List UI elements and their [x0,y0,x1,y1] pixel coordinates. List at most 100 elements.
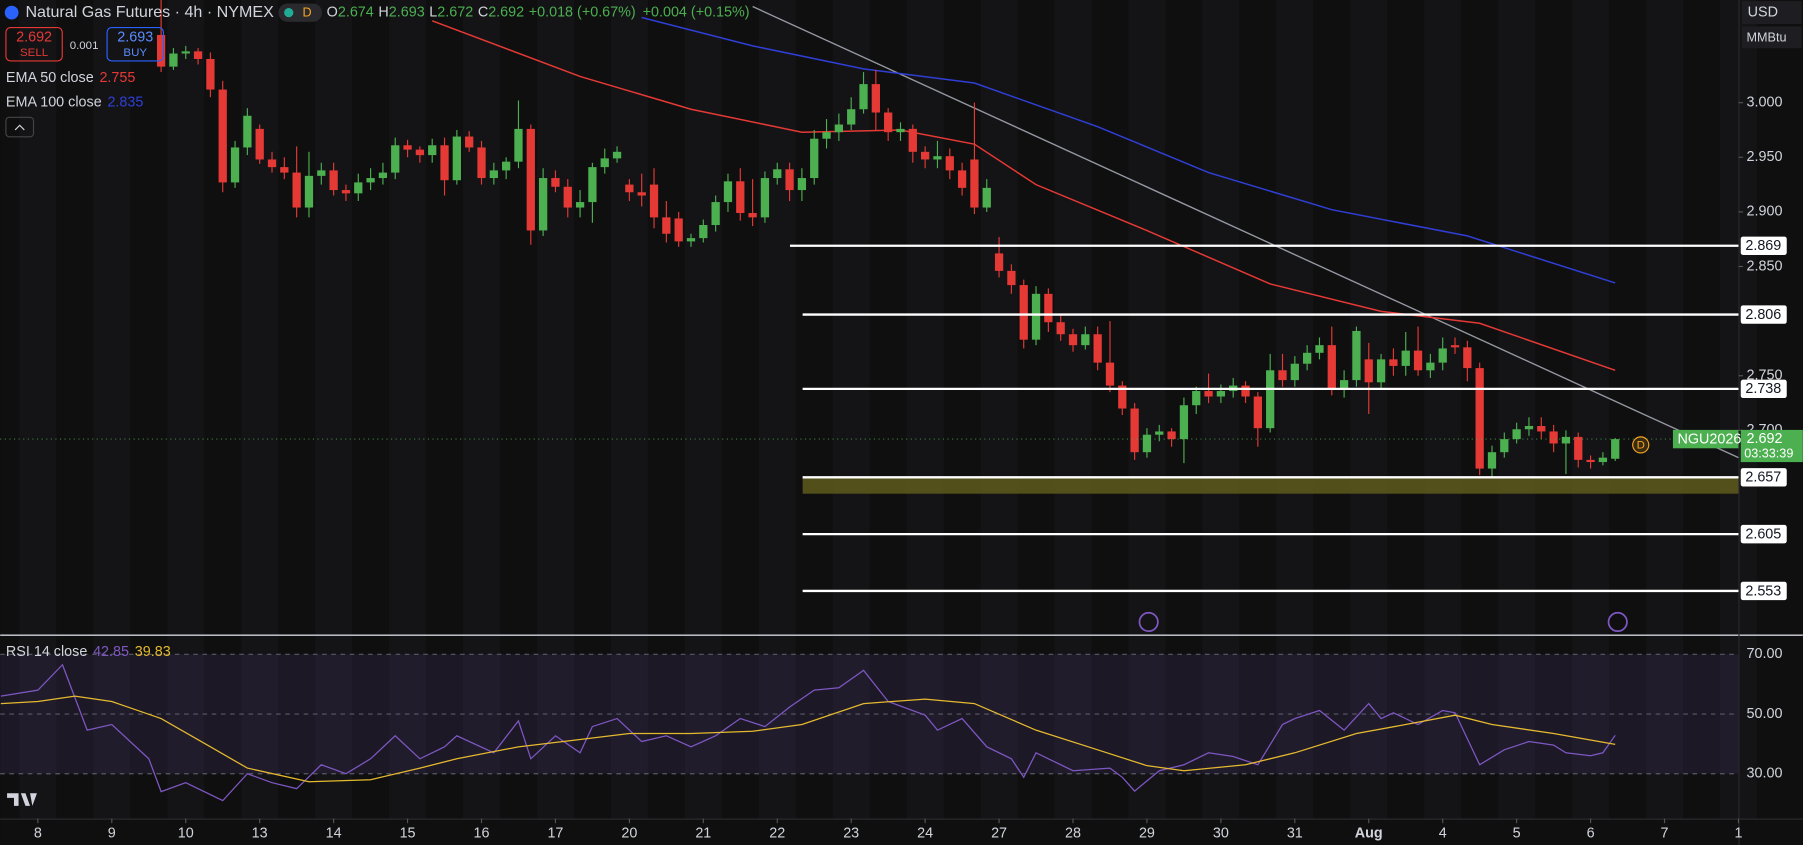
candle-body [1426,362,1435,371]
rsi-legend: RSI 14 close 42.85 39.83 [6,644,171,660]
candle-body [1586,459,1595,463]
sell-button[interactable] [5,27,63,62]
candle-body [773,169,782,179]
candle-body [1389,359,1398,366]
x-tick-label: 30 [1213,825,1229,841]
candle-body [797,178,807,191]
candle-body [193,51,203,59]
stripe [1276,0,1314,819]
rsi-value: 42.85 [93,644,129,660]
ohlc-change: +0.018 (+0.67%) [529,4,636,20]
candle-body [1019,285,1028,340]
candle-body [834,124,844,133]
x-tick-label: 24 [917,825,933,841]
candle-body [1130,408,1139,453]
candle-body [1463,347,1472,369]
ohlc-value: 2.674 [338,4,374,20]
x-tick-label: 13 [252,825,268,841]
candle-body [785,169,794,191]
candle-body [1241,385,1250,397]
rsi-tick-label: 70.00 [1747,646,1783,662]
candle-body [181,51,190,54]
candle-body [1105,362,1115,386]
candle-body [822,132,831,139]
x-tick-label: 8 [34,825,42,841]
candle-body [649,184,659,218]
candle-body [280,167,289,173]
line [431,20,1616,372]
candle-body [908,128,917,152]
candle-body [378,172,388,179]
candle-body [1574,436,1583,460]
candle-body [1549,431,1558,444]
ohlc-value: 2.693 [389,4,425,20]
event-icon [1138,611,1159,633]
stripe [1202,0,1240,819]
candle-body [218,89,227,183]
candle-body [156,34,166,67]
candle-body [674,218,683,242]
candle-body [1204,391,1213,397]
candle-body [1611,439,1620,459]
candle-body [1339,380,1349,389]
x-tick-label: 17 [547,825,563,841]
candle-body [748,212,757,218]
indicator-name: EMA 50 close [6,70,94,86]
support-zone [802,477,1739,494]
candle-body [267,159,277,168]
y-tick-label: 2.950 [1747,149,1783,165]
candle-body [169,53,178,67]
countdown-label: 03:33:39 [1744,446,1793,460]
symbol-icon [4,5,19,20]
candle-body [945,156,954,171]
candle-body [871,84,880,113]
candle-body [477,147,486,179]
candle-body [637,192,646,196]
candle-body [1118,385,1127,409]
ohlc-key: C [478,4,488,20]
session-shading [19,0,1757,819]
unit-box[interactable] [1741,26,1802,49]
candle-body [1303,352,1312,364]
event-icon [1607,611,1628,633]
status-dot [284,8,294,18]
candle-body [1450,345,1460,348]
collapse-button[interactable] [5,116,35,138]
session-badge-label: D [1637,440,1645,452]
candle-body [1278,370,1287,381]
candle-body [1315,345,1324,353]
candle-body [563,186,572,208]
buy-button[interactable] [106,27,164,62]
candle-body [1155,431,1164,435]
candle-body [317,170,326,176]
level-label: 2.553 [1745,583,1781,599]
candle-body [711,202,720,226]
candle-body [230,147,240,183]
candle-body [292,172,301,208]
candle-body [1192,391,1201,406]
candle-body [760,178,770,218]
candle-body [896,128,905,133]
level-tag [1740,379,1787,399]
logo [7,793,37,806]
candle-body [1056,322,1065,335]
ohlc-legend: O2.674 H2.693 L2.672 C2.692 +0.018 (+0.67%) +… [327,4,750,20]
candle-body [329,170,338,191]
candle-body [354,182,363,194]
stripe [980,0,1018,819]
x-tick-label: 1 [1734,825,1742,841]
header-badge: D [303,6,312,20]
candle-body [1179,405,1189,440]
stripe [758,0,796,819]
candle-body [847,109,856,125]
level-label: 2.806 [1745,307,1781,323]
price-tag [1740,429,1803,463]
candle-body [1031,293,1041,340]
stripe [1572,0,1610,819]
x-tick-label: 31 [1287,825,1303,841]
spread: 0.001 [70,40,99,52]
candle-body [1438,348,1447,363]
currency-box [1741,1,1802,25]
candle-body [994,253,1004,271]
